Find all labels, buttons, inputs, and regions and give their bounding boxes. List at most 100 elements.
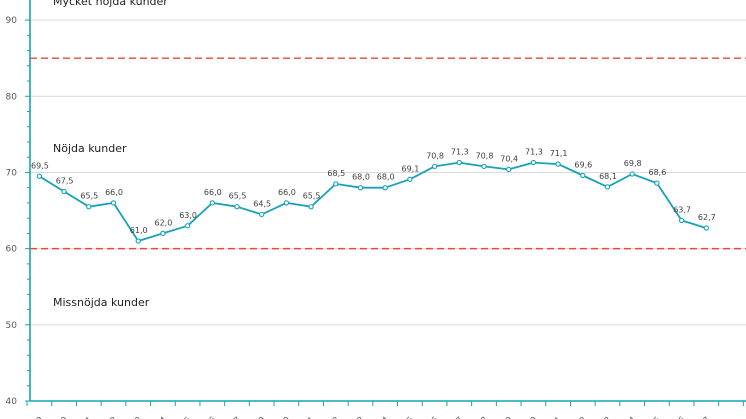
data-point <box>580 172 586 179</box>
x-tick-label: 1991 <box>73 415 95 419</box>
x-tick-label: 1996 <box>196 415 218 419</box>
x-tick-label: 1992 <box>97 415 119 419</box>
x-tick-label: 2000 <box>270 415 292 419</box>
data-label: 70,8 <box>476 151 494 160</box>
zone-annotations: Mycket nöjda kunder Nöjda kunder Missnöjda… <box>53 0 168 309</box>
data-point <box>110 200 117 206</box>
y-tick-label: 60 <box>6 245 18 255</box>
data-label: 71,1 <box>550 149 568 158</box>
data-point <box>678 217 685 224</box>
data-point <box>407 176 413 182</box>
data-label: 69,8 <box>624 159 642 168</box>
data-point <box>456 159 462 166</box>
x-tick-label: 2003 <box>344 415 366 419</box>
data-label: 70,8 <box>426 151 444 160</box>
y-tick-label: 70 <box>6 168 18 178</box>
data-label: 66,0 <box>278 188 296 197</box>
data-label: 69,5 <box>31 161 49 170</box>
y-tick-label: 90 <box>6 16 18 26</box>
data-label: 71,3 <box>451 148 469 157</box>
data-labels: 69,5 67,5 65,5 66,0 61,0 62,0 63,0 66,0 65,5 64,5… <box>31 148 716 235</box>
data-label: 66,0 <box>204 188 222 197</box>
x-tick-label: 1995 <box>171 415 193 419</box>
data-label: 63,0 <box>179 211 197 220</box>
x-tick-label: 2008 <box>468 415 490 419</box>
x-tick-label: 1994 <box>147 415 169 419</box>
data-point <box>308 204 314 210</box>
data-point <box>283 200 290 206</box>
x-tick-label: 2001 <box>295 415 317 419</box>
data-label: 69,1 <box>401 164 419 173</box>
data-point <box>703 225 709 231</box>
data-label: 65,5 <box>229 192 247 201</box>
data-label: 63,7 <box>673 205 691 214</box>
data-point <box>357 185 364 191</box>
x-tick-label: 1999 <box>245 415 267 419</box>
data-label: 65,5 <box>303 192 321 201</box>
reference-lines <box>30 57 746 250</box>
data-point <box>160 230 166 237</box>
data-point <box>555 161 561 167</box>
x-tick-label: 1993 <box>122 415 144 419</box>
x-tick-label: 2011 <box>542 415 564 419</box>
data-label: 65,5 <box>80 192 98 201</box>
x-tick-label: 2013 <box>591 415 613 419</box>
y-tick-label: 40 <box>6 397 18 407</box>
data-point <box>382 185 388 191</box>
zone-label: Missnöjda kunder <box>53 296 150 309</box>
x-tick-label: 2010 <box>517 415 539 419</box>
data-label: 71,3 <box>525 148 543 157</box>
data-point <box>184 223 191 229</box>
data-label: 68,5 <box>327 169 345 178</box>
x-tick-label: 2015 <box>641 415 663 419</box>
x-tick-label: 2006 <box>418 415 440 419</box>
data-label: 62,7 <box>698 213 716 222</box>
data-label: 66,0 <box>105 188 123 197</box>
x-tick-label: 1989 <box>23 415 45 419</box>
data-label: 70,4 <box>500 154 518 163</box>
data-label: 68,0 <box>352 173 370 182</box>
data-point <box>86 204 92 210</box>
x-tick-label: 1990 <box>48 415 70 419</box>
data-label: 68,0 <box>377 173 395 182</box>
data-point <box>654 180 660 186</box>
data-point <box>36 173 43 179</box>
data-point <box>604 184 611 190</box>
data-label: 69,6 <box>574 161 592 170</box>
data-point <box>209 200 215 206</box>
data-point <box>481 163 487 170</box>
data-label: 61,0 <box>130 226 148 235</box>
x-tick-label: 2004 <box>369 415 391 419</box>
data-point <box>506 166 512 173</box>
x-tick-label: 1997 <box>221 415 243 419</box>
x-axis: 1989199019911992199319941995199619971999… <box>23 400 746 419</box>
x-tick-label: 2012 <box>567 415 589 419</box>
data-point <box>61 188 67 195</box>
data-label: 67,5 <box>56 177 74 186</box>
data-label: 62,0 <box>154 218 172 227</box>
series-line <box>36 159 709 244</box>
y-tick-label: 50 <box>6 321 18 331</box>
data-point <box>259 211 265 218</box>
x-tick-label: 2005 <box>394 415 416 419</box>
data-point <box>135 238 141 244</box>
y-axis: 40 50 60 70 80 90 <box>6 0 31 407</box>
x-tick-label: 2014 <box>616 415 638 419</box>
data-point <box>629 171 635 177</box>
x-tick-label: 2002 <box>320 415 342 419</box>
data-point <box>431 163 438 170</box>
data-label: 68,6 <box>648 168 666 177</box>
x-tick-label: 2007 <box>443 415 465 419</box>
data-label: 64,5 <box>253 199 271 208</box>
x-tick-label: 2009 <box>492 415 514 419</box>
data-point <box>234 204 240 210</box>
y-tick-label: 80 <box>6 92 18 102</box>
zone-label: Nöjda kunder <box>53 142 127 155</box>
data-point <box>333 181 339 187</box>
x-tick-label: 2017 <box>690 415 712 419</box>
series-path <box>38 161 707 242</box>
data-point <box>530 159 537 166</box>
data-label: 68,1 <box>599 172 617 181</box>
x-tick-label: 2016 <box>665 415 687 419</box>
